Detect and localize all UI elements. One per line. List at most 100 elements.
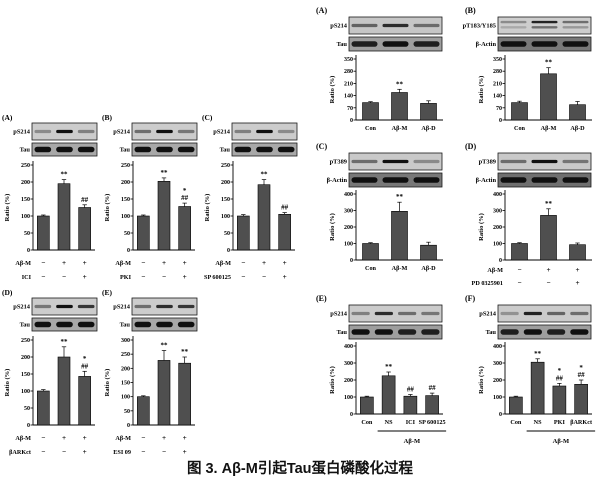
treatment-symbol: + [546, 266, 550, 274]
bar [137, 396, 150, 426]
treatment-symbol: − [546, 279, 550, 287]
panel-letter: (B) [465, 6, 476, 15]
left-panel-grid: (A) pS214 Tau 0 50 100 150 200 250 Ratio (%) ** ## A… [1, 110, 301, 460]
blot-band [570, 329, 589, 335]
blot-band [351, 177, 378, 183]
blot-band [134, 146, 152, 153]
blot-band [134, 321, 152, 328]
treatment-symbol: − [41, 259, 45, 267]
y-axis-title: Ratio (%) [329, 76, 336, 104]
y-tick-label: 200 [121, 180, 130, 186]
blot-label: Tau [120, 147, 131, 154]
blot-band [547, 311, 566, 316]
blot-band [500, 159, 527, 164]
blot-band [421, 311, 440, 316]
blot-label: pS214 [13, 129, 30, 136]
y-tick-label: 50 [224, 231, 230, 237]
blot-band [382, 159, 409, 164]
blot-band [234, 129, 252, 134]
y-tick-label: 100 [221, 214, 230, 220]
x-category-label: NS [534, 419, 542, 426]
significance-mark: ## [556, 374, 564, 382]
y-tick-label: 250 [121, 352, 130, 358]
blot-band [156, 129, 173, 134]
blot-band [177, 129, 195, 134]
blot-band [523, 329, 542, 335]
treatment-symbol: − [141, 273, 145, 281]
blot-label: Tau [20, 147, 31, 154]
treatment-symbol: + [62, 259, 66, 267]
significance-mark: ** [161, 342, 169, 350]
blot-band [413, 159, 440, 164]
blot-band [277, 129, 295, 134]
x-category-label: PKI [554, 419, 566, 426]
significance-mark: ** [61, 338, 69, 346]
y-tick-label: 300 [121, 338, 130, 344]
figure-panel-left-A: (A) pS214 Tau 0 50 100 150 200 250 Ratio (%) ** ## A… [1, 110, 101, 285]
panel-letter: (D) [2, 288, 13, 297]
blot-band [500, 20, 527, 24]
y-tick-label: 0 [499, 258, 502, 264]
y-tick-label: 250 [121, 163, 130, 169]
treatment-label: ESI 09 [113, 449, 131, 456]
treatment-symbol: − [41, 434, 45, 442]
treatment-symbol: − [41, 448, 45, 456]
significance-mark: ** [385, 363, 393, 371]
treatment-symbol: − [241, 273, 245, 281]
panel-svg-right-B: (B) pT183/Y185 β-Actin 0 70 140 210 280 350 Ratio… [463, 6, 592, 132]
y-tick-label: 100 [493, 242, 502, 248]
blot-band [56, 321, 73, 328]
blot-band [351, 159, 378, 164]
bar [420, 103, 437, 121]
bar [569, 244, 586, 261]
blot-band [77, 321, 95, 328]
blot-band [398, 329, 417, 335]
blot-label: β-Actin [327, 177, 348, 184]
blot-band [351, 23, 378, 28]
blot-band [256, 129, 273, 134]
y-tick-label: 400 [493, 344, 502, 350]
treatment-symbol: + [83, 259, 87, 267]
bar [78, 207, 91, 251]
significance-mark: ** [545, 59, 553, 67]
significance-mark: ** [545, 200, 553, 208]
treatment-label: Aβ-M [115, 260, 131, 267]
bar [391, 211, 408, 261]
y-tick-label: 300 [344, 361, 353, 367]
y-tick-label: 0 [350, 118, 353, 124]
y-tick-label: 150 [221, 197, 230, 203]
blot-band [156, 321, 173, 328]
y-tick-label: 0 [350, 412, 353, 418]
treatment-label: PD 0325901 [472, 280, 503, 287]
blot-Tau [497, 324, 592, 340]
blot-band [277, 146, 295, 153]
treatment-symbol: + [83, 273, 87, 281]
bar [362, 102, 379, 121]
blot-band [500, 41, 527, 47]
y-tick-label: 50 [24, 406, 30, 412]
blot-band [382, 177, 409, 183]
blot-band [351, 329, 370, 335]
blot-band [56, 304, 73, 309]
bar [391, 92, 408, 121]
y-tick-label: 280 [493, 69, 502, 75]
y-tick-label: 100 [121, 395, 130, 401]
significance-mark: ## [281, 204, 289, 212]
bar [157, 181, 171, 251]
y-tick-label: 140 [344, 94, 353, 100]
significance-mark: * [83, 355, 87, 363]
blot-band [562, 41, 589, 47]
blot-band [34, 129, 52, 134]
panel-svg-right-C: (C) pT389 β-Actin 0 100 200 300 400 Ratio (%) ** C… [316, 142, 443, 272]
treatment-label: Aβ-M [15, 435, 31, 442]
blot-band [531, 26, 558, 29]
y-tick-label: 50 [124, 409, 130, 415]
blot-label: pS214 [113, 304, 130, 311]
panel-letter: (A) [2, 113, 13, 122]
y-tick-label: 100 [21, 214, 30, 220]
bar [137, 215, 150, 251]
significance-mark: ## [81, 196, 89, 204]
blot-band [531, 20, 558, 24]
y-axis-title: Ratio (%) [329, 213, 336, 241]
